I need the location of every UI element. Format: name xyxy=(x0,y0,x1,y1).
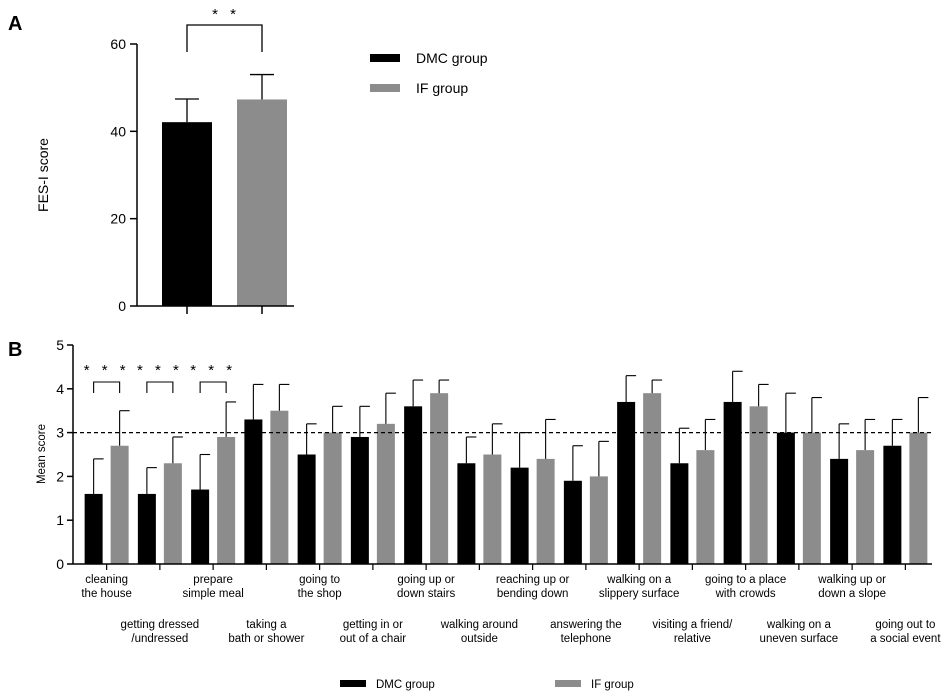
panel-b-legend-label-if: IF group xyxy=(591,679,634,691)
panel-b-category-label: bath or shower xyxy=(228,633,304,645)
panel-b-category-label: down stairs xyxy=(397,588,455,600)
panel-b-bar-dmc xyxy=(84,493,103,564)
panel-a-significance-bracket xyxy=(186,24,263,52)
panel-b-category-label: the house xyxy=(81,588,132,600)
panel-b-category-label: visiting a friend/ xyxy=(652,619,733,631)
panel-b-category-label: going to a place xyxy=(705,574,786,586)
panel-b-category-label: simple meal xyxy=(182,588,243,600)
panel-b-bar-dmc xyxy=(510,467,529,564)
panel-b-bar-if xyxy=(749,406,768,564)
panel-b-bar-dmc xyxy=(723,401,742,564)
panel-b-category-label: bending down xyxy=(497,588,569,600)
panel-b-bar-if xyxy=(430,393,449,564)
panel-a-significance-label: * * xyxy=(212,6,240,23)
panel-b-category-label: walking on a xyxy=(606,574,672,586)
panel-a-legend-swatch-dmc xyxy=(370,54,400,62)
panel-b-category-label: reaching up or xyxy=(496,574,570,586)
panel-b-category-label: slippery surface xyxy=(599,588,680,600)
panel-a-ylabel: FES-I score xyxy=(35,138,51,212)
panel-b-bar-dmc xyxy=(191,489,210,564)
panel-b-category-label: walking up or xyxy=(817,574,886,586)
panel-a-ytick-label: 40 xyxy=(110,123,126,139)
panel-b-bar-if xyxy=(483,454,502,564)
panel-b-category-label: /undressed xyxy=(131,633,188,645)
panel-a-ytick-label: 20 xyxy=(110,211,126,227)
panel-b-category-label: down a slope xyxy=(818,588,886,600)
panel-b-category-label: out of a chair xyxy=(340,633,407,645)
panel-b-ytick-label: 2 xyxy=(56,468,64,484)
panel-b-bar-if xyxy=(323,432,342,564)
panel-b-category-label: walking on a xyxy=(766,619,832,631)
panel-b-category-label: answering the xyxy=(550,619,622,631)
panel-b-bar-dmc xyxy=(776,432,795,564)
panel-b-bar-dmc xyxy=(457,463,476,564)
panel-b-significance-label: * * * xyxy=(137,362,183,379)
panel-b-bar-if xyxy=(110,445,129,564)
panel-b-bar-if xyxy=(856,450,875,564)
panel-b-bar-if xyxy=(163,463,182,564)
panel-b-category-label: a social event xyxy=(870,633,941,645)
panel-b-category-label: taking a xyxy=(246,619,287,631)
panel-a-ytick-label: 60 xyxy=(110,36,126,52)
panel-b-bar-dmc xyxy=(617,401,636,564)
panel-b-significance-bracket xyxy=(93,381,121,393)
panel-b-ytick-label: 1 xyxy=(56,512,64,528)
panel-b-bar-if xyxy=(696,450,715,564)
panel-b-bar-if xyxy=(909,432,928,564)
panel-b-ytick-label: 4 xyxy=(56,381,64,397)
panel-b-legend-swatch-dmc xyxy=(340,680,366,687)
panel-b-category-label: cleaning xyxy=(85,574,128,586)
panel-a-legend-label-dmc: DMC group xyxy=(416,50,488,66)
panel-b-bar-if xyxy=(589,476,608,564)
panel-b-ytick-label: 0 xyxy=(56,556,64,572)
panel-b-category-label: going out to xyxy=(875,619,935,631)
panel-b-category-label: going up or xyxy=(397,574,455,586)
panel-b-category-label: telephone xyxy=(561,633,612,645)
panel-a-chart: 0 20 40 60 * * DMC group IF group xyxy=(110,6,488,314)
panel-b-significance-label: * * * xyxy=(84,362,130,379)
panel-b-category-label: uneven surface xyxy=(760,633,839,645)
panel-b-bar-if xyxy=(376,423,395,564)
panel-b-bar-dmc xyxy=(830,458,849,564)
panel-a-bar-dmc xyxy=(162,122,212,306)
panel-a-ytick-label: 0 xyxy=(118,298,126,314)
panel-b-bar-if xyxy=(802,432,821,564)
panel-b-bar-dmc xyxy=(563,480,582,564)
panel-b-bar-dmc xyxy=(137,493,156,564)
panel-b-bar-if xyxy=(217,436,236,564)
panel-b-category-label: with crowds xyxy=(715,588,776,600)
panel-b-bar-if xyxy=(536,458,555,564)
panel-b-bar-dmc xyxy=(244,419,263,564)
panel-a-legend-label-if: IF group xyxy=(416,80,468,96)
panel-b-bar-dmc xyxy=(883,445,902,564)
panel-b-bar-dmc xyxy=(670,463,689,564)
panel-b-legend-swatch-if xyxy=(555,680,581,687)
panel-b-category-label: walking around xyxy=(440,619,518,631)
panel-b-significance-label: * * * xyxy=(190,362,236,379)
panel-b-bar-dmc xyxy=(297,454,316,564)
panel-a-legend-swatch-if xyxy=(370,84,400,92)
panel-b-category-label: the shop xyxy=(298,588,342,600)
panel-b-ytick-label: 5 xyxy=(56,337,64,353)
panel-b-category-label: going to xyxy=(299,574,340,586)
panel-b-bar-dmc xyxy=(350,436,369,564)
panel-b-bar-if xyxy=(643,393,662,564)
panel-b-category-label: relative xyxy=(674,633,711,645)
panel-b-label: B xyxy=(8,339,22,361)
panel-b-ylabel: Mean score xyxy=(36,424,48,484)
panel-b-chart: 0 1 2 3 4 5 cleaning the house getting dressed/u… xyxy=(56,337,941,691)
panel-b-category-label: prepare xyxy=(193,574,233,586)
panel-b-category-label: getting dressed xyxy=(121,619,200,631)
panel-b-bar-dmc xyxy=(404,406,423,564)
panel-a-label: A xyxy=(8,13,22,35)
panel-b-ytick-label: 3 xyxy=(56,425,64,441)
panel-b-significance-bracket xyxy=(199,381,227,393)
panel-a-bar-if xyxy=(237,99,287,306)
panel-b-bar-if xyxy=(270,410,289,564)
panel-b-category-label: outside xyxy=(461,633,498,645)
panel-b-significance-bracket xyxy=(146,381,174,393)
panel-b-category-label: getting in or xyxy=(343,619,403,631)
panel-b-legend-label-dmc: DMC group xyxy=(376,679,435,691)
